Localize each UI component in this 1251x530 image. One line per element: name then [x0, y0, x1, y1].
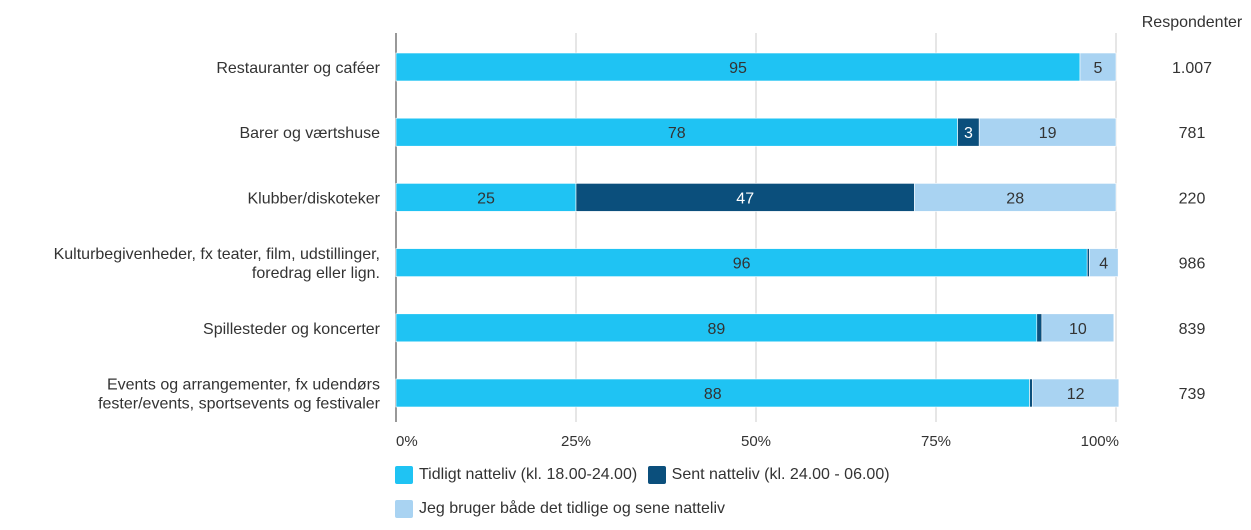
respondent-count: 781	[1179, 125, 1206, 142]
respondent-count: 839	[1179, 321, 1206, 338]
legend-label-both: Jeg bruger både det tidlige og sene natt…	[419, 500, 725, 517]
bar-segment	[1079, 52, 1117, 82]
bar-segment	[395, 52, 1081, 82]
bar-segment	[395, 378, 1030, 408]
x-tick-label: 50%	[741, 433, 771, 450]
category-label: Events og arrangementer, fx udendørs	[107, 377, 380, 394]
legend-swatch-both	[395, 500, 413, 518]
category-label: Barer og værtshuse	[239, 125, 380, 142]
category-label: Kulturbegivenheder, fx teater, film, uds…	[54, 246, 380, 263]
category-label: Klubber/diskoteker	[247, 190, 380, 207]
legend-swatch-early	[395, 466, 413, 484]
legend-item-late: Sent natteliv (kl. 24.00 - 06.00)	[647, 462, 890, 488]
x-tick-label: 75%	[921, 433, 951, 450]
bar-segment	[1089, 248, 1119, 277]
x-tick-label: 0%	[396, 433, 418, 450]
legend: Tidligt natteliv (kl. 18.00-24.00) Sent …	[395, 462, 1095, 530]
bar-segment	[1086, 248, 1090, 277]
data-label: 4	[1099, 256, 1108, 273]
bar-segment	[1036, 313, 1043, 343]
bar-segment	[1032, 378, 1120, 408]
bar-segment	[575, 183, 915, 212]
category-label: Restauranter og caféer	[216, 60, 380, 77]
data-label: 88	[704, 386, 722, 403]
legend-item-early: Tidligt natteliv (kl. 18.00-24.00)	[395, 462, 637, 488]
respondent-count: 739	[1179, 386, 1206, 403]
legend-item-both: Jeg bruger både det tidlige og sene natt…	[395, 496, 725, 522]
respondent-count: 1.007	[1172, 60, 1212, 77]
respondent-count: 986	[1179, 256, 1206, 273]
data-label: 89	[708, 321, 726, 338]
data-label: 3	[964, 125, 973, 142]
data-label: 5	[1094, 60, 1103, 77]
category-label: Spillesteder og koncerter	[203, 321, 381, 338]
bar-segment	[914, 183, 1117, 212]
category-label: fester/events, sportsevents og festivale…	[98, 396, 381, 413]
legend-label-early: Tidligt natteliv (kl. 18.00-24.00)	[419, 466, 638, 483]
data-label: 78	[668, 125, 686, 142]
legend-label-late: Sent natteliv (kl. 24.00 - 06.00)	[671, 466, 890, 483]
legend-swatch-late	[647, 466, 666, 484]
data-label: 47	[736, 190, 754, 207]
stacked-bar-chart: 0% 25% 50% 75% 100% Respondenter Restauranter …	[54, 14, 1243, 450]
data-label: 95	[729, 60, 747, 77]
data-label: 19	[1039, 125, 1057, 142]
bar-segment	[395, 248, 1088, 277]
respondent-count: 220	[1179, 190, 1206, 207]
bar-segment	[395, 117, 958, 147]
bar-segment	[1029, 378, 1033, 408]
category-label: foredrag eller lign.	[252, 265, 380, 282]
x-tick-label: 100%	[1081, 433, 1119, 450]
bar-segment	[1041, 313, 1115, 343]
data-label: 96	[733, 256, 751, 273]
data-label: 25	[477, 190, 495, 207]
x-tick-label: 25%	[561, 433, 591, 450]
data-label: 10	[1069, 321, 1087, 338]
bar-segment	[978, 117, 1117, 147]
respondents-header: Respondenter	[1142, 14, 1243, 31]
data-label: 28	[1006, 190, 1024, 207]
data-label: 12	[1067, 386, 1085, 403]
